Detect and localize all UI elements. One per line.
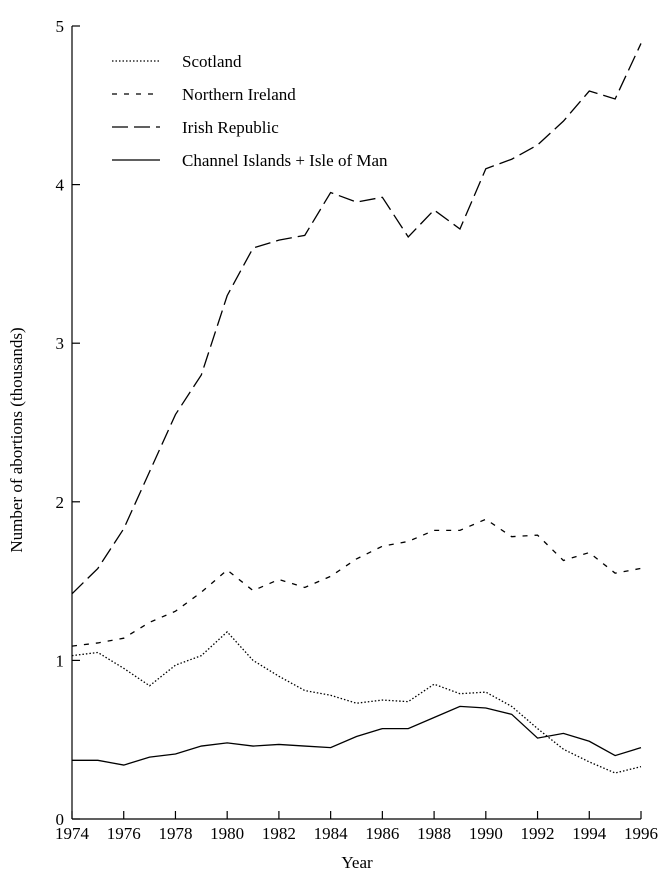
x-tick-label: 1984 bbox=[314, 824, 349, 843]
x-tick-label: 1980 bbox=[210, 824, 244, 843]
line-series bbox=[71, 518, 642, 647]
x-tick-label: 1986 bbox=[365, 824, 399, 843]
x-tick-label: 1988 bbox=[417, 824, 451, 843]
x-tick-label: 1996 bbox=[624, 824, 658, 843]
line-series bbox=[72, 705, 642, 766]
y-axis-label: Number of abortions (thousands) bbox=[7, 327, 26, 552]
x-tick-label: 1974 bbox=[55, 824, 90, 843]
x-tick-label: 1978 bbox=[158, 824, 192, 843]
line-series bbox=[71, 630, 642, 774]
x-tick-label: 1992 bbox=[521, 824, 555, 843]
x-tick-label: 1994 bbox=[572, 824, 607, 843]
x-tick-label: 1990 bbox=[469, 824, 503, 843]
y-tick-label: 2 bbox=[56, 493, 65, 512]
x-tick-label: 1976 bbox=[107, 824, 141, 843]
legend-label: Scotland bbox=[182, 52, 242, 71]
y-tick-label: 1 bbox=[56, 651, 65, 670]
x-axis-label: Year bbox=[341, 853, 373, 872]
x-tick-label: 1982 bbox=[262, 824, 296, 843]
legend-label: Channel Islands + Isle of Man bbox=[182, 151, 388, 170]
y-tick-label: 0 bbox=[56, 810, 65, 829]
y-tick-label: 3 bbox=[56, 334, 65, 353]
y-tick-label: 4 bbox=[56, 176, 65, 195]
legend-label: Northern Ireland bbox=[182, 85, 296, 104]
line-series bbox=[71, 43, 642, 595]
legend-label: Irish Republic bbox=[182, 118, 279, 137]
y-tick-label: 5 bbox=[56, 17, 65, 36]
